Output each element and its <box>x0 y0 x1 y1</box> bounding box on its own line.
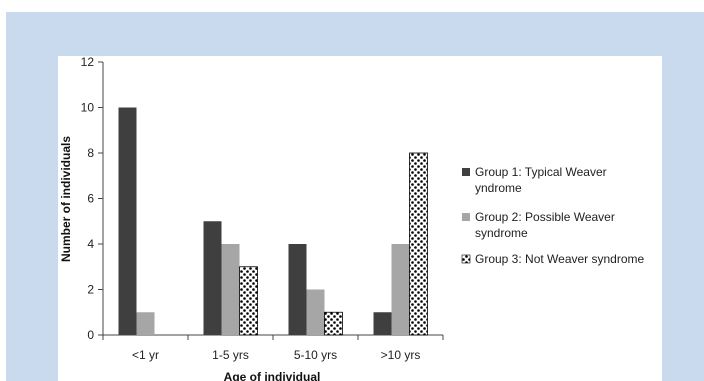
y-tick-label: 10 <box>81 101 95 115</box>
legend: Group 1: Typical Weaver yndrome Group 2: … <box>461 165 645 266</box>
y-axis-title: Number of individuals <box>59 136 73 262</box>
y-tick-label: 0 <box>87 328 94 342</box>
x-tick-label: 5-10 yrs <box>294 348 337 362</box>
y-tick-label: 2 <box>87 283 94 297</box>
bar-series2-3 <box>391 244 410 335</box>
y-tick-label: 12 <box>81 55 95 69</box>
y-axis: 0 2 4 6 8 10 12 <box>81 55 104 342</box>
bar-series2-1 <box>221 244 240 335</box>
legend-label-3: Group 3: Not Weaver syndrome <box>475 252 645 266</box>
legend-swatch-3 <box>461 254 471 264</box>
bar-series3-1 <box>239 266 258 336</box>
x-tick-label: 1-5 yrs <box>212 348 249 362</box>
bar-series3-2 <box>324 311 343 336</box>
y-tick-label: 8 <box>87 146 94 160</box>
legend-swatch-1 <box>462 168 470 176</box>
bar-series2-0 <box>136 312 155 335</box>
bar-series3-3 <box>409 152 428 336</box>
x-tick-label: <1 yr <box>132 348 159 362</box>
x-tick-label: >10 yrs <box>381 348 421 362</box>
y-tick-label: 4 <box>87 237 94 251</box>
legend-label-2: Group 2: Possible Weaver syndrome <box>475 210 615 240</box>
bar-series2-2 <box>306 289 325 335</box>
bar-series1-2 <box>288 244 307 335</box>
bar-series1-3 <box>373 312 392 335</box>
plot-area <box>58 56 662 381</box>
x-axis: <1 yr 1-5 yrs 5-10 yrs >10 yrs <box>102 334 444 362</box>
bar-series1-0 <box>118 107 137 335</box>
x-axis-title: Age of individual <box>224 370 321 381</box>
bars <box>118 107 428 336</box>
bar-series1-1 <box>203 221 222 335</box>
legend-swatch-2 <box>462 213 470 221</box>
legend-label-1: Group 1: Typical Weaver yndrome <box>475 165 610 195</box>
y-tick-label: 6 <box>87 192 94 206</box>
